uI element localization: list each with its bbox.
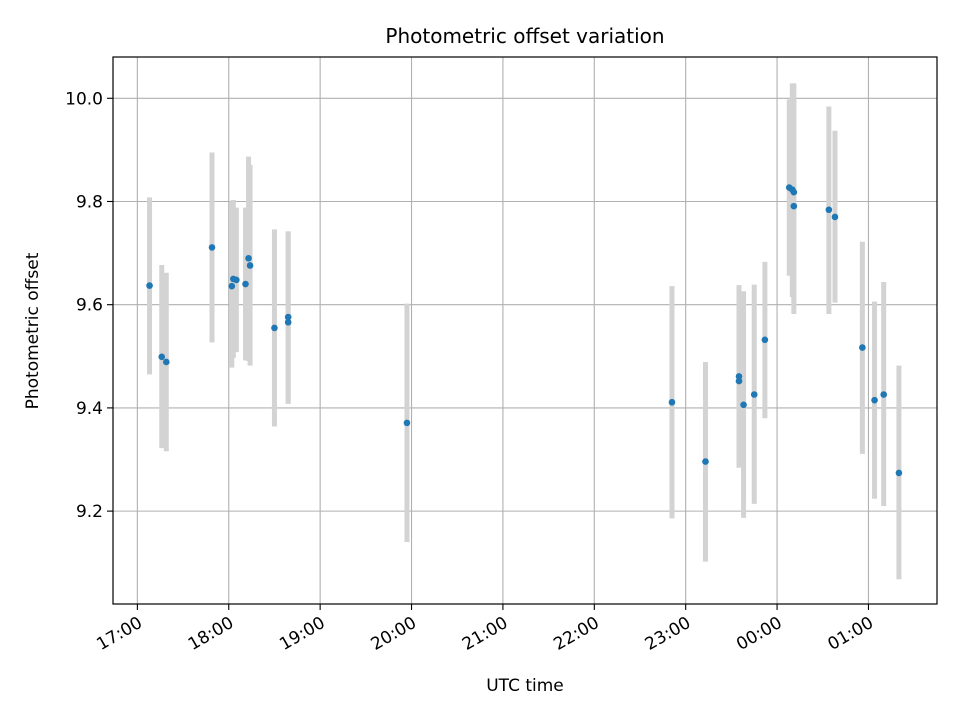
data-point [245,254,252,262]
y-tick-label: 9.8 [76,192,103,212]
data-point [740,401,747,409]
data-point [233,276,240,284]
data-point [735,377,743,385]
data-point [228,282,236,290]
y-axis-ticks: 9.2 9.4 9.6 9.8 10.0 [65,89,113,522]
data-point [242,280,249,288]
data-point [158,353,166,361]
data-point [895,469,903,477]
data-point [403,419,411,427]
chart-title: Photometric offset variation [385,24,664,48]
data-point [880,391,887,398]
y-tick-label: 9.4 [76,399,103,419]
data-point [668,398,676,406]
x-axis-label: UTC time [486,676,564,696]
data-point [735,373,743,380]
data-point [284,318,292,326]
data-point [871,396,878,404]
y-axis-label: Photometric offset [23,252,43,409]
data-point [859,344,866,351]
y-tick-label: 9.2 [76,502,103,522]
data-point [825,206,833,214]
data-point [208,244,216,251]
data-point [702,458,709,465]
data-point [750,391,758,398]
data-point [146,282,153,289]
data-point [284,313,292,321]
data-point [761,336,769,344]
data-point [790,202,798,210]
data-point [790,188,798,196]
data-point [163,358,170,366]
data-point [271,324,278,332]
plot-frame [112,56,938,605]
data-point [831,213,839,221]
data-point [246,262,254,269]
data-points [146,184,903,477]
y-tick-label: 10.0 [65,89,103,109]
y-tick-label: 9.6 [76,296,103,316]
